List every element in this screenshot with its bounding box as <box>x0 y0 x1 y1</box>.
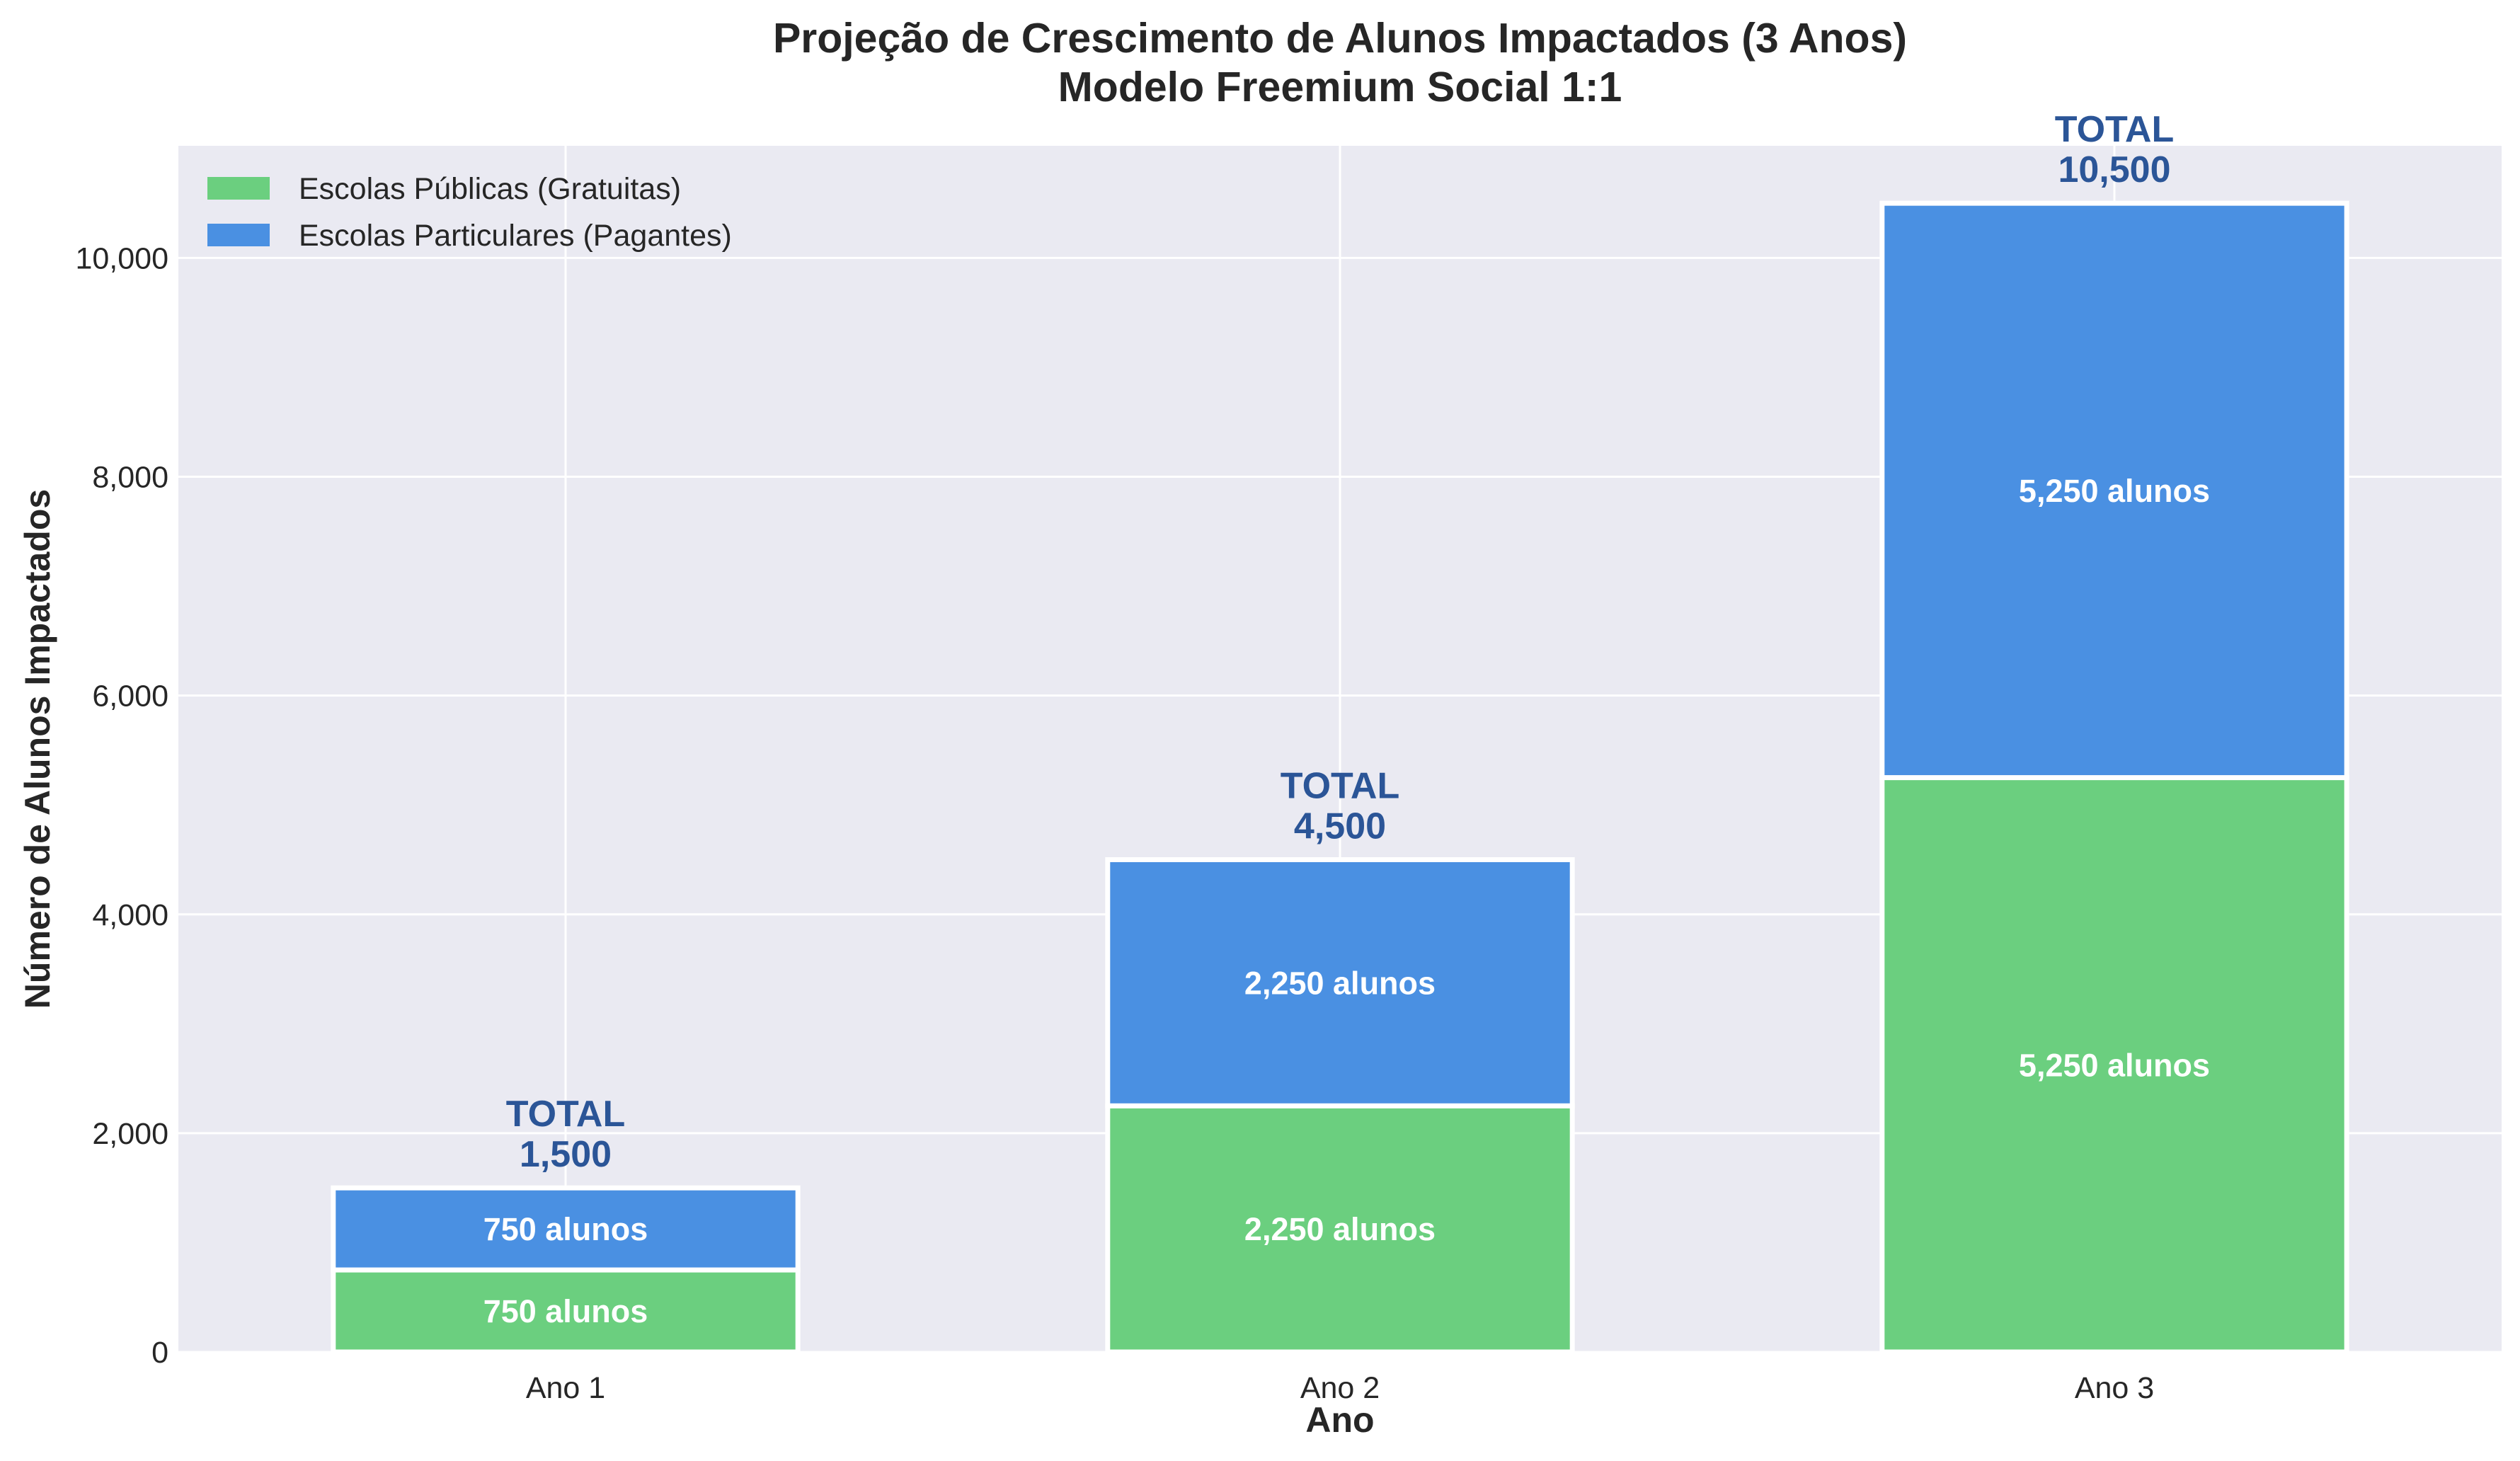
bar-segment-label: 2,250 alunos <box>1244 965 1436 1001</box>
bar-segment-label: 2,250 alunos <box>1244 1211 1436 1247</box>
bar-segment-label: 5,250 alunos <box>2019 473 2210 509</box>
total-label-value: 4,500 <box>1294 806 1386 847</box>
y-tick-label: 0 <box>151 1336 168 1370</box>
x-axis-label: Ano <box>1305 1400 1374 1440</box>
total-label-value: 1,500 <box>520 1134 612 1175</box>
legend: Escolas Públicas (Gratuitas) Escolas Par… <box>207 172 732 253</box>
y-axis-ticks: 0 2,000 4,000 6,000 8,000 10,000 <box>75 241 168 1370</box>
y-tick-label: 4,000 <box>92 898 168 932</box>
y-tick-label: 8,000 <box>92 461 168 495</box>
total-label-word: TOTAL <box>506 1094 626 1135</box>
x-tick-label: Ano 3 <box>2075 1371 2154 1405</box>
x-tick-label: Ano 2 <box>1300 1371 1380 1405</box>
legend-swatch-particulares <box>207 224 270 246</box>
legend-swatch-publicas <box>207 177 270 200</box>
bar-segment-label: 5,250 alunos <box>2019 1047 2210 1083</box>
y-tick-label: 2,000 <box>92 1117 168 1151</box>
legend-label-particulares: Escolas Particulares (Pagantes) <box>299 219 732 253</box>
legend-label-publicas: Escolas Públicas (Gratuitas) <box>299 172 681 206</box>
total-label-word: TOTAL <box>1281 765 1400 806</box>
bar-segment-label: 750 alunos <box>483 1211 648 1247</box>
chart-title: Projeção de Crescimento de Alunos Impact… <box>773 15 1907 62</box>
y-tick-label: 10,000 <box>75 241 168 275</box>
bar-segment-particulares <box>1105 856 1575 1108</box>
bar-segment-particulares <box>331 1185 801 1273</box>
x-axis-ticks: Ano 1 Ano 2 Ano 3 <box>526 1371 2154 1405</box>
total-label-value: 10,500 <box>2058 149 2170 190</box>
bar-segment-particulares <box>1879 200 2349 781</box>
y-tick-label: 6,000 <box>92 680 168 714</box>
bar-segment-label: 750 alunos <box>483 1293 648 1329</box>
total-label-word: TOTAL <box>2055 109 2175 150</box>
x-tick-label: Ano 1 <box>526 1371 605 1405</box>
bar-segment-publicas <box>1879 775 2349 1355</box>
y-axis-label: Número de Alunos Impactados <box>18 489 57 1009</box>
bar-segment-publicas <box>331 1267 801 1355</box>
chart-subtitle: Modelo Freemium Social 1:1 <box>1058 64 1622 110</box>
